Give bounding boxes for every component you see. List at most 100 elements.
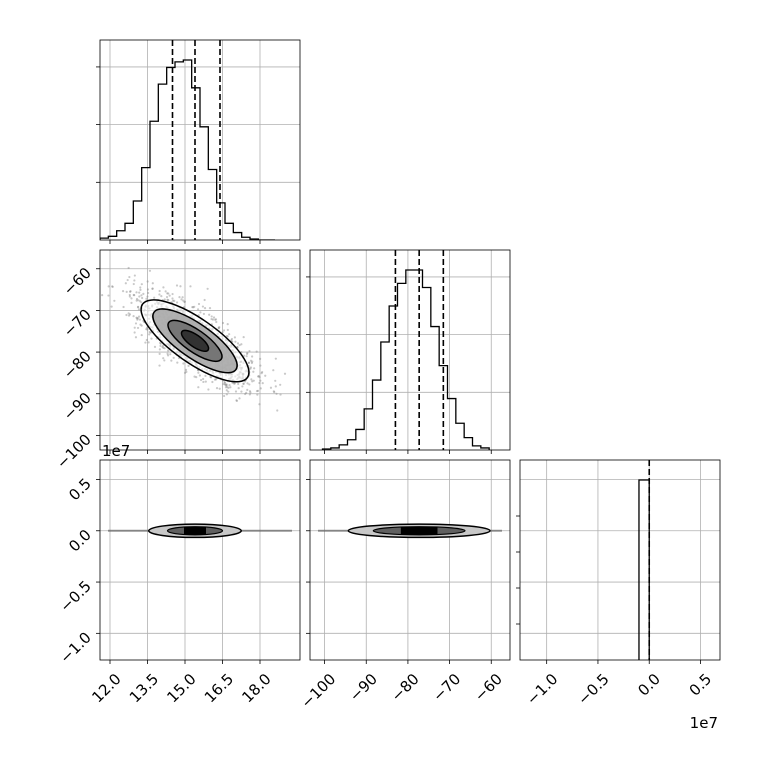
- scatter-point: [248, 390, 252, 393]
- scatter-point: [226, 385, 229, 389]
- scatter-point: [193, 305, 196, 308]
- scatter-point: [192, 306, 195, 309]
- scatter-point: [208, 313, 211, 316]
- x-tick-label: 18.0: [238, 670, 274, 706]
- scatter-point: [128, 313, 132, 316]
- contour-core: [184, 526, 206, 535]
- x-tick-label: 13.5: [126, 670, 162, 706]
- x-tick-label: −70: [429, 670, 464, 705]
- scatter-point: [151, 287, 154, 290]
- scatter-point: [148, 333, 151, 336]
- scatter-point: [225, 393, 228, 396]
- scatter-point: [169, 353, 172, 356]
- scatter-point: [125, 290, 128, 294]
- scatter-point: [221, 331, 224, 334]
- scatter-point: [238, 344, 241, 347]
- scatter-point: [218, 326, 221, 329]
- scatter-point: [225, 334, 228, 338]
- contour-core: [400, 526, 438, 535]
- scatter-point: [161, 345, 164, 349]
- scatter-point: [223, 383, 227, 386]
- scatter-point: [164, 290, 167, 293]
- scatter-point: [225, 384, 228, 387]
- scatter-point: [249, 391, 252, 394]
- scatter-point: [204, 380, 207, 383]
- scatter-point: [171, 297, 174, 300]
- scatter-point: [259, 387, 262, 390]
- x-tick-label: 16.5: [201, 670, 237, 706]
- scatter-point: [176, 301, 179, 304]
- scatter-point: [179, 285, 182, 288]
- grid-1-1: [310, 250, 510, 450]
- scatter-point: [129, 290, 132, 293]
- scatter-point: [251, 360, 254, 363]
- scatter-point: [274, 385, 277, 388]
- scatter-point: [135, 297, 139, 301]
- scatter-point: [134, 322, 138, 325]
- scatter-point: [221, 321, 225, 325]
- scatter-point: [252, 379, 255, 382]
- scatter-point: [246, 388, 249, 391]
- scatter-point: [225, 389, 228, 392]
- scatter-point: [187, 364, 190, 367]
- scatter-point: [248, 393, 251, 396]
- scatter-point: [213, 378, 217, 381]
- scatter-point: [128, 275, 131, 279]
- scatter-point: [136, 317, 139, 320]
- scatter-point: [226, 335, 229, 338]
- scatter-point: [132, 282, 135, 286]
- scatter-point: [162, 346, 165, 349]
- scatter-point: [235, 399, 239, 402]
- scatter-point: [128, 293, 131, 297]
- scatter-point: [173, 299, 176, 302]
- scatter-point: [147, 341, 150, 344]
- scatter-point: [256, 393, 259, 396]
- scatter-point: [253, 367, 256, 370]
- scatter-point: [230, 337, 234, 341]
- scatter-point: [209, 375, 212, 378]
- scatter-point: [249, 359, 253, 362]
- scatter-point: [247, 361, 251, 364]
- scatter-point: [132, 315, 135, 318]
- scatter-point: [189, 285, 192, 288]
- scatter-point: [199, 378, 203, 382]
- scatter-point: [166, 354, 170, 357]
- scatter-point: [127, 314, 131, 317]
- scatter-point: [202, 380, 205, 384]
- scatter-point: [136, 317, 139, 320]
- scatter-point: [153, 296, 156, 299]
- histogram-1: [321, 250, 490, 450]
- scatter-point: [145, 326, 149, 329]
- scatter-point: [136, 306, 140, 309]
- scatter-point: [229, 386, 232, 389]
- histogram-2: [638, 460, 651, 660]
- scatter-point: [110, 305, 113, 308]
- scatter-point: [258, 381, 261, 385]
- scatter-point: [248, 349, 251, 353]
- scatter-point: [195, 375, 198, 379]
- scatter-point: [210, 317, 213, 321]
- scatter-point: [121, 290, 125, 293]
- scatter-point: [245, 355, 248, 358]
- scatter-point: [182, 362, 185, 365]
- scatter-point: [113, 299, 116, 302]
- scatter-point: [234, 390, 238, 393]
- scatter-point: [204, 374, 207, 377]
- scatter-point: [211, 318, 215, 321]
- scatter-point: [272, 390, 275, 393]
- y-tick-label: 0.0: [65, 526, 95, 556]
- scatter-point: [269, 386, 273, 389]
- scatter-point: [136, 318, 139, 321]
- scatter-point: [235, 399, 238, 402]
- scatter-point: [129, 290, 132, 293]
- scatter-point: [161, 344, 165, 347]
- scatter-point: [130, 301, 133, 304]
- y-tick-label: −90: [60, 389, 95, 424]
- scatter-point: [135, 299, 138, 302]
- scatter-point: [133, 326, 136, 329]
- y-tick-label: −0.5: [56, 577, 94, 615]
- scatter-point: [111, 285, 114, 288]
- contour-3: [180, 329, 210, 352]
